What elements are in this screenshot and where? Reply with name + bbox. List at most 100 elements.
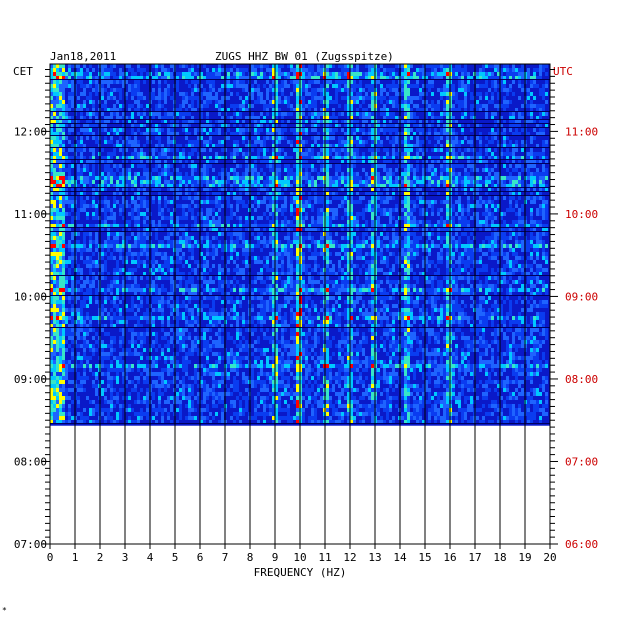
spectrogram-cell xyxy=(446,132,449,136)
spectrogram-cell xyxy=(527,88,530,92)
spectrogram-cell xyxy=(290,108,293,112)
spectrogram-cell xyxy=(95,120,98,124)
spectrogram-cell xyxy=(422,64,425,68)
spectrogram-cell xyxy=(395,136,398,140)
spectrogram-cell xyxy=(317,112,320,116)
spectrogram-cell xyxy=(197,204,200,208)
spectrogram-cell xyxy=(296,244,299,248)
spectrogram-cell xyxy=(50,220,53,224)
spectrogram-cell xyxy=(386,112,389,116)
spectrogram-cell xyxy=(71,124,74,128)
spectrogram-cell xyxy=(464,64,467,68)
spectrogram-cell xyxy=(137,128,140,132)
spectrogram-cell xyxy=(341,196,344,200)
spectrogram-cell xyxy=(452,156,455,160)
spectrogram-cell xyxy=(83,232,86,236)
spectrogram-cell xyxy=(431,116,434,120)
spectrogram-cell xyxy=(59,148,62,152)
spectrogram-cell xyxy=(539,180,542,184)
spectrogram-cell xyxy=(410,208,413,212)
spectrogram-cell xyxy=(254,124,257,128)
spectrogram-cell xyxy=(206,188,209,192)
spectrogram-cell xyxy=(272,148,275,152)
spectrogram-cell xyxy=(56,208,59,212)
spectrogram-cell xyxy=(326,232,329,236)
spectrogram-cell xyxy=(197,104,200,108)
spectrogram-cell xyxy=(359,240,362,244)
spectrogram-cell xyxy=(545,64,548,68)
spectrogram-cell xyxy=(158,228,161,232)
spectrogram-cell xyxy=(218,204,221,208)
spectrogram-cell xyxy=(200,116,203,120)
spectrogram-cell xyxy=(203,220,206,224)
spectrogram-cell xyxy=(122,152,125,156)
spectrogram-cell xyxy=(464,104,467,108)
spectrogram-cell xyxy=(389,112,392,116)
spectrogram-cell xyxy=(503,176,506,180)
spectrogram-cell xyxy=(188,188,191,192)
spectrogram-cell xyxy=(458,88,461,92)
spectrogram-cell xyxy=(431,100,434,104)
spectrogram-cell xyxy=(116,224,119,228)
spectrogram-cell xyxy=(467,160,470,164)
spectrogram-cell xyxy=(236,68,239,72)
spectrogram-cell xyxy=(209,140,212,144)
spectrogram-cell xyxy=(266,180,269,184)
spectrogram-cell xyxy=(101,92,104,96)
spectrogram-cell xyxy=(335,76,338,80)
spectrogram-cell xyxy=(530,220,533,224)
spectrogram-cell xyxy=(437,156,440,160)
spectrogram-cell xyxy=(404,72,407,76)
spectrogram-cell xyxy=(320,224,323,228)
spectrogram-cell xyxy=(311,184,314,188)
spectrogram-cell xyxy=(62,160,65,164)
spectrogram-cell xyxy=(128,184,131,188)
spectrogram-cell xyxy=(155,184,158,188)
spectrogram-cell xyxy=(290,240,293,244)
spectrogram-cell xyxy=(383,116,386,120)
spectrogram-cell xyxy=(125,64,128,68)
spectrogram-cell xyxy=(359,116,362,120)
spectrogram-cell xyxy=(290,168,293,172)
spectrogram-cell xyxy=(239,128,242,132)
spectrogram-cell xyxy=(152,148,155,152)
spectrogram-cell xyxy=(260,240,263,244)
spectrogram-cell xyxy=(155,108,158,112)
spectrogram-cell xyxy=(122,180,125,184)
spectrogram-cell xyxy=(302,64,305,68)
spectrogram-cell xyxy=(389,100,392,104)
spectrogram-cell xyxy=(536,132,539,136)
spectrogram-cell xyxy=(167,240,170,244)
spectrogram-cell xyxy=(425,168,428,172)
spectrogram-cell xyxy=(272,152,275,156)
spectrogram-cell xyxy=(515,220,518,224)
spectrogram-cell xyxy=(170,176,173,180)
spectrogram-cell xyxy=(386,152,389,156)
spectrogram-cell xyxy=(365,184,368,188)
spectrogram-cell xyxy=(185,212,188,216)
spectrogram-cell xyxy=(164,148,167,152)
spectrogram-cell xyxy=(194,176,197,180)
spectrogram-cell xyxy=(62,196,65,200)
spectrogram-cell xyxy=(371,136,374,140)
spectrogram-cell xyxy=(509,100,512,104)
spectrogram-cell xyxy=(512,144,515,148)
spectrogram-cell xyxy=(158,64,161,68)
spectrogram-cell xyxy=(200,184,203,188)
spectrogram-cell xyxy=(410,116,413,120)
spectrogram-cell xyxy=(530,116,533,120)
spectrogram-cell xyxy=(446,172,449,176)
spectrogram-cell xyxy=(404,176,407,180)
spectrogram-cell xyxy=(71,72,74,76)
spectrogram-cell xyxy=(539,88,542,92)
spectrogram-cell xyxy=(401,232,404,236)
spectrogram-cell xyxy=(521,184,524,188)
spectrogram-cell xyxy=(518,192,521,196)
spectrogram-cell xyxy=(185,112,188,116)
spectrogram-cell xyxy=(89,96,92,100)
spectrogram-cell xyxy=(239,108,242,112)
spectrogram-cell xyxy=(104,216,107,220)
spectrogram-cell xyxy=(407,132,410,136)
spectrogram-cell xyxy=(296,196,299,200)
spectrogram-cell xyxy=(326,228,329,232)
